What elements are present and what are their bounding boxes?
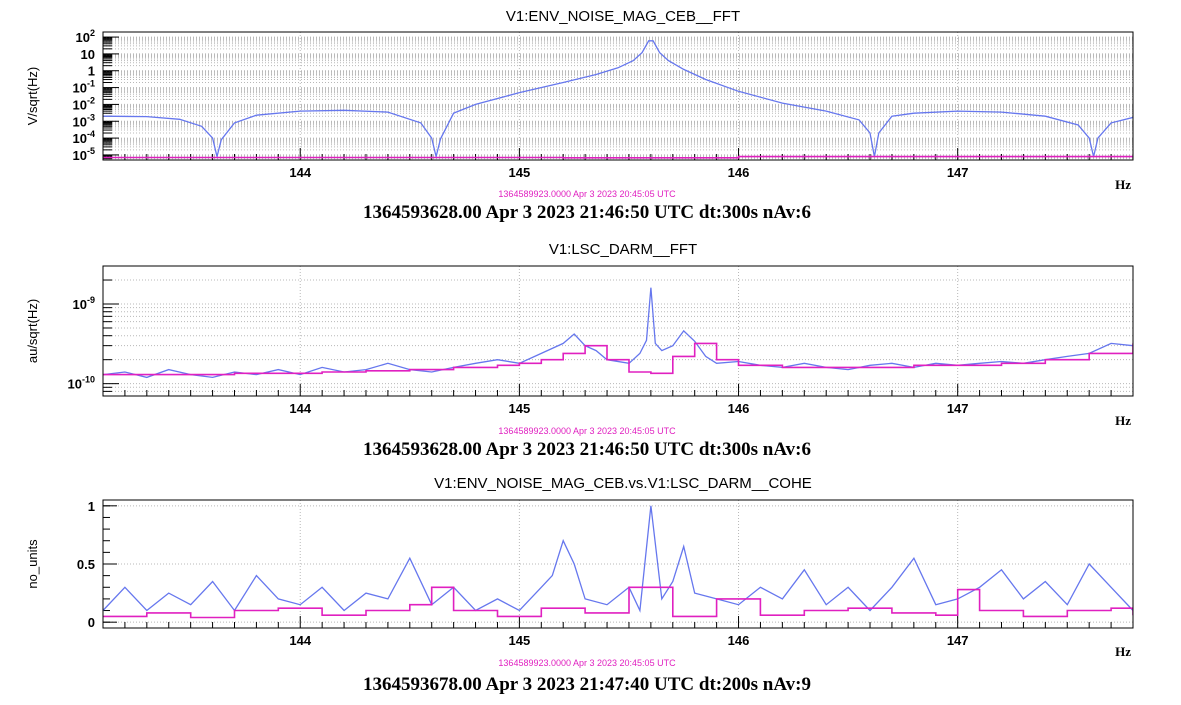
x-tick-label: 146 (728, 633, 750, 648)
y-tick-label: 0 (88, 615, 95, 630)
x-tick-label: 145 (509, 633, 531, 648)
series-line-magenta (103, 342, 1133, 376)
x-tick-label: 144 (289, 401, 311, 416)
chart-panel-2: V1:LSC_DARM__FFT au/sqrt(Hz) 144 145 146 147 1… (25, 241, 1134, 460)
y-tick-label: 102 (76, 28, 95, 45)
x-tick-label: 147 (947, 633, 969, 648)
timestamp: 1364593678.00 Apr 3 2023 21:47:40 UTC dt… (363, 674, 811, 695)
x-tick-label: 146 (728, 165, 750, 180)
x-tick-label: 145 (509, 165, 531, 180)
y-tick-label: 10-1 (73, 79, 95, 96)
chart-panel-3: V1:ENV_NOISE_MAG_CEB.vs.V1:LSC_DARM__COH… (25, 475, 1134, 695)
x-tick-label: 146 (728, 401, 750, 416)
chart-title: V1:LSC_DARM__FFT (549, 241, 697, 258)
plot-frame (102, 31, 1134, 161)
y-tick-label: 10-4 (73, 129, 95, 146)
y-tick-label: 10-10 (68, 375, 95, 392)
timestamp: 1364593628.00 Apr 3 2023 21:46:50 UTC dt… (363, 439, 811, 460)
x-tick-label: 147 (947, 165, 969, 180)
x-tick-label: 147 (947, 401, 969, 416)
plot-frame (102, 499, 1134, 629)
y-tick-label: 10-5 (73, 146, 95, 163)
y-tick-label: 10 (81, 47, 95, 62)
x-tick-label: 144 (289, 633, 311, 648)
series-line-blue (103, 40, 1133, 157)
y-tick-label: 1 (88, 499, 95, 514)
x-axis-unit: Hz (1115, 177, 1131, 192)
chart-panel-1: V1:ENV_NOISE_MAG_CEB__FFT V/sqrt(Hz) 144 14… (25, 8, 1134, 223)
x-tick-label: 144 (289, 165, 311, 180)
y-tick-label: 1 (88, 64, 95, 79)
y-axis-label: au/sqrt(Hz) (25, 299, 40, 363)
y-tick-label: 0.5 (77, 557, 95, 572)
series-line-blue (103, 287, 1133, 379)
chart-title: V1:ENV_NOISE_MAG_CEB.vs.V1:LSC_DARM__COH… (434, 475, 812, 492)
y-tick-label: 10-3 (73, 112, 95, 129)
x-tick-label: 145 (509, 401, 531, 416)
series-line-magenta (103, 155, 1133, 159)
x-axis-unit: Hz (1115, 644, 1131, 659)
series-line-blue (103, 505, 1133, 613)
reference-time: 1364589923.0000 Apr 3 2023 20:45:05 UTC (498, 189, 676, 199)
x-axis-unit: Hz (1115, 413, 1131, 428)
y-tick-label: 10-2 (73, 95, 95, 112)
reference-time: 1364589923.0000 Apr 3 2023 20:45:05 UTC (498, 426, 676, 436)
timestamp: 1364593628.00 Apr 3 2023 21:46:50 UTC dt… (363, 202, 811, 223)
plot-frame (102, 265, 1134, 397)
series-line-magenta (103, 586, 1133, 619)
reference-time: 1364589923.0000 Apr 3 2023 20:45:05 UTC (498, 658, 676, 668)
chart-title: V1:ENV_NOISE_MAG_CEB__FFT (506, 8, 740, 25)
y-axis-label: V/sqrt(Hz) (25, 67, 40, 126)
y-tick-label: 10-9 (73, 295, 95, 312)
y-axis-label: no_units (25, 539, 40, 589)
